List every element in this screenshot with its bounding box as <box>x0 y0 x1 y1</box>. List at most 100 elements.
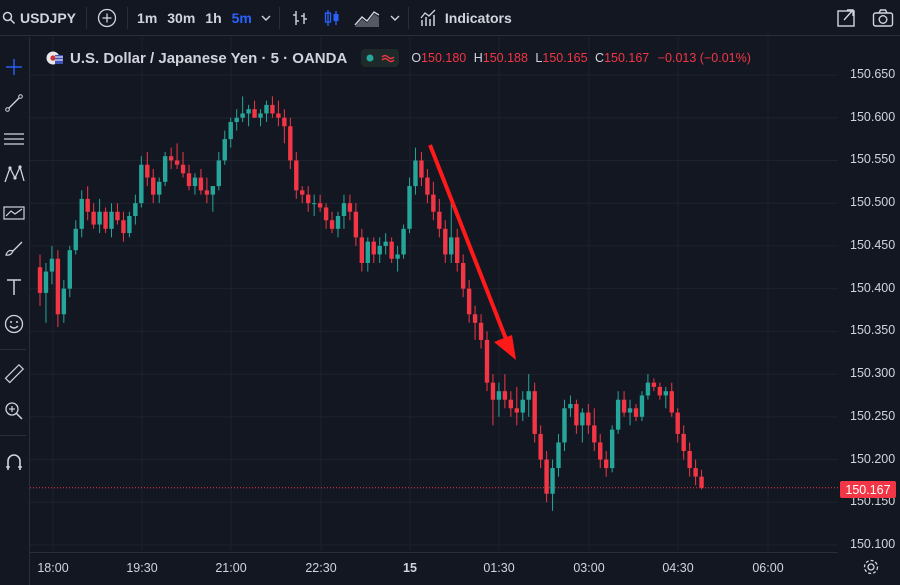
divider <box>407 6 409 29</box>
candle <box>246 104 251 127</box>
candle-body <box>508 399 514 409</box>
candle-body <box>228 122 233 140</box>
candle-body <box>282 117 287 127</box>
chart-type-dropdown[interactable] <box>386 0 404 36</box>
candle <box>121 211 126 242</box>
price-chart[interactable] <box>30 37 838 550</box>
candle-body <box>472 314 478 323</box>
area-chart-type-button[interactable] <box>348 0 386 36</box>
candle-body <box>121 220 126 234</box>
candle-body <box>550 468 555 494</box>
close-value: 150.167 <box>604 51 650 65</box>
chevron-down-icon <box>390 15 400 21</box>
forecast-tool[interactable] <box>0 199 28 227</box>
chart-settings-button[interactable] <box>862 558 882 578</box>
candle-body <box>419 160 424 178</box>
trendline-tool[interactable] <box>0 89 28 117</box>
candle <box>639 391 645 422</box>
candle-body <box>91 211 96 225</box>
candle-body <box>377 245 382 255</box>
timeframe-30m[interactable]: 30m <box>167 9 196 26</box>
time-label: 01:30 <box>483 561 515 575</box>
magnet-tool[interactable] <box>0 448 28 476</box>
symbol-label: USDJPY <box>20 9 77 26</box>
add-circle-icon <box>97 8 117 27</box>
candle-body <box>127 216 132 234</box>
candle <box>437 198 442 238</box>
snapshot-button[interactable] <box>866 0 900 36</box>
price-axis[interactable]: 150.650 150.600 150.550 150.500 150.450 150.4… <box>838 37 900 551</box>
candle-body <box>645 382 651 396</box>
candle <box>79 190 84 238</box>
candle-body <box>496 391 502 400</box>
candle <box>526 374 531 417</box>
candle-body <box>67 250 72 289</box>
candle-body <box>526 391 531 400</box>
candle-body <box>198 177 204 191</box>
zoom-tool[interactable] <box>0 397 28 425</box>
candle-body <box>598 442 603 460</box>
candle-body <box>270 104 275 114</box>
candle <box>91 203 96 229</box>
market-status-badge[interactable] <box>361 49 400 67</box>
candle-body <box>55 258 61 315</box>
candle <box>663 386 668 409</box>
indicators-button[interactable]: Indicators <box>413 0 518 36</box>
candle-body <box>174 160 180 165</box>
candle-body <box>252 109 257 118</box>
candle <box>180 151 186 178</box>
timeframe-5m[interactable]: 5m <box>231 9 252 26</box>
emoji-tool[interactable] <box>0 310 28 338</box>
high-value: 150.188 <box>482 51 528 65</box>
symbol-title[interactable]: U.S. Dollar / Japanese Yen · 5 · OANDA <box>70 49 348 67</box>
candle-body <box>300 190 305 195</box>
candles-chart-type-button[interactable] <box>316 0 348 36</box>
timeframe-1h[interactable]: 1h <box>205 9 222 26</box>
candle <box>496 382 502 417</box>
fullscreen-button[interactable] <box>830 0 862 36</box>
candle <box>335 211 341 238</box>
candle-body <box>43 271 49 293</box>
low-label: L <box>535 51 543 65</box>
candle-body <box>484 339 490 383</box>
candle-body <box>180 164 186 174</box>
symbol-search[interactable]: USDJPY <box>0 0 82 36</box>
candle <box>431 181 436 221</box>
down-arrow-annotation[interactable] <box>428 144 516 360</box>
time-axis[interactable]: 18:00 19:30 21:00 22:30 15 01:30 03:00 04:30 06:… <box>30 552 838 585</box>
candle <box>186 164 192 191</box>
candle-body <box>401 228 406 255</box>
candle-body <box>633 408 639 417</box>
fullscreen-icon <box>837 8 855 27</box>
candle-body <box>413 160 418 187</box>
timeframe-1m[interactable]: 1m <box>137 9 158 26</box>
price-label: 150.650 <box>850 67 896 81</box>
candle <box>395 245 400 272</box>
candle-body <box>151 177 156 195</box>
time-label: 04:30 <box>662 561 694 575</box>
candle <box>609 425 615 473</box>
ruler-tool[interactable] <box>0 360 28 388</box>
candle-body <box>341 203 347 216</box>
camera-icon <box>872 8 894 27</box>
candle-body <box>407 186 412 229</box>
candle <box>282 109 287 144</box>
candle-body <box>556 442 561 469</box>
drawing-toolbar <box>0 37 30 585</box>
fib-tool[interactable] <box>0 125 28 153</box>
brush-tool[interactable] <box>0 235 28 263</box>
text-tool[interactable] <box>0 273 28 301</box>
candle <box>234 109 239 131</box>
candle-body <box>216 160 221 187</box>
bar-chart-type-button[interactable] <box>284 0 316 36</box>
candle-body <box>264 104 269 114</box>
candle <box>651 378 657 392</box>
crosshair-tool[interactable] <box>0 53 28 81</box>
divider <box>0 435 26 436</box>
candle <box>133 194 138 225</box>
pattern-tool[interactable] <box>0 161 28 189</box>
compare-button[interactable] <box>91 0 123 36</box>
candle <box>520 391 525 422</box>
divider <box>278 6 280 29</box>
timeframe-dropdown[interactable] <box>257 0 275 36</box>
